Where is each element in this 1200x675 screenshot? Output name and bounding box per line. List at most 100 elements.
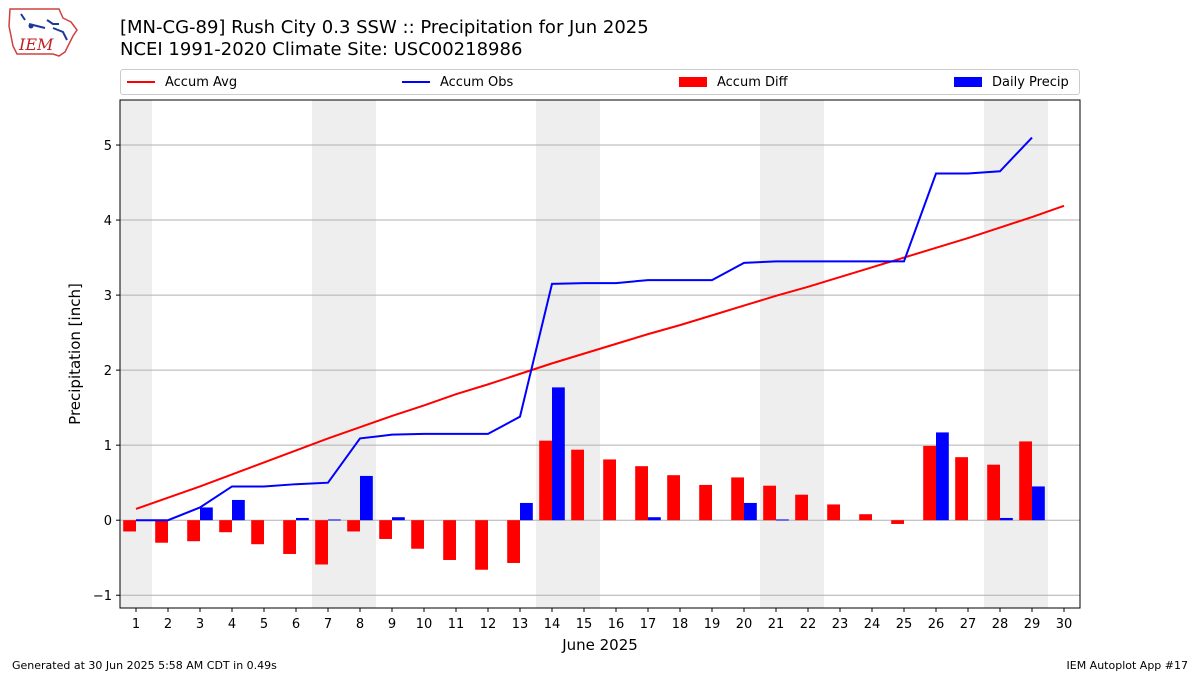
legend-item-accum-obs: Accum Obs [402, 73, 513, 91]
daily-precip-bar [744, 502, 757, 521]
y-tick-label: 0 [104, 514, 112, 529]
daily-precip-bar [1000, 517, 1013, 521]
accum-diff-bar [699, 484, 712, 521]
legend-label-accum-diff: Accum Diff [717, 74, 788, 90]
accum-diff-bar [763, 485, 776, 521]
accum-diff-bar [603, 459, 616, 521]
x-tick-label: 24 [864, 617, 881, 632]
weekend-band [760, 100, 824, 608]
y-tick-label: 5 [104, 139, 112, 154]
daily-precip-bar [520, 502, 533, 521]
weekend-band [536, 100, 600, 608]
x-tick-label: 26 [928, 617, 945, 632]
daily-precip-bar [936, 432, 949, 521]
x-tick-label: 1 [132, 617, 140, 632]
accum-diff-bar [987, 464, 1000, 521]
daily-precip-bar [648, 517, 661, 521]
y-axis-label: Precipitation [inch] [66, 283, 84, 425]
x-tick-label: 30 [1056, 617, 1073, 632]
x-axis-label: June 2025 [561, 636, 638, 654]
accum-diff-bar [1019, 441, 1032, 521]
chart-title: [MN-CG-89] Rush City 0.3 SSW :: Precipit… [120, 17, 649, 38]
legend-swatch-accum-avg [127, 81, 155, 83]
legend-label-accum-obs: Accum Obs [440, 74, 514, 90]
accum-diff-bar [827, 504, 840, 521]
x-tick-label: 10 [416, 617, 433, 632]
x-tick-label: 6 [292, 617, 300, 632]
y-tick-label: −1 [93, 589, 112, 604]
daily-precip-bar [296, 517, 309, 521]
daily-precip-bar [360, 475, 373, 521]
weekend-shading [120, 100, 1048, 608]
x-tick-label: 2 [164, 617, 172, 632]
daily-precip-bar [776, 519, 789, 521]
accum-diff-bar [123, 520, 136, 532]
y-tick-label: 1 [104, 439, 112, 454]
iem-logo: IEM [8, 8, 78, 57]
lines [135, 136, 1065, 522]
legend-label-accum-avg: Accum Avg [165, 74, 238, 90]
weekend-band [984, 100, 1048, 608]
x-tick-label: 5 [260, 617, 268, 632]
x-tick-label: 27 [960, 617, 977, 632]
accum-diff-bar [507, 520, 520, 563]
y-tick-label: 4 [104, 214, 112, 229]
accum-diff-bar [379, 520, 392, 539]
accum-diff-bar [155, 520, 168, 543]
bars [123, 387, 1045, 570]
accum-diff-bar [539, 440, 552, 521]
legend-swatch-accum-diff [679, 77, 707, 87]
app-id-label: IEM Autoplot App #17 [1066, 659, 1189, 672]
chart-subtitle: NCEI 1991-2020 Climate Site: USC00218986 [120, 39, 523, 60]
x-tick-label: 13 [512, 617, 529, 632]
legend-item-daily-precip: Daily Precip [954, 73, 1069, 91]
accum-obs-line [136, 136, 1033, 522]
x-tick-label: 14 [544, 617, 561, 632]
daily-precip-bar [1032, 486, 1045, 521]
weekend-band [120, 100, 152, 608]
x-tick-label: 23 [832, 617, 849, 632]
plot-frame [119, 99, 1081, 609]
accum-diff-bar [571, 449, 584, 521]
x-tick-label: 12 [480, 617, 497, 632]
x-tick-label: 17 [640, 617, 657, 632]
gridlines [120, 144, 1080, 596]
x-tick-label: 21 [768, 617, 785, 632]
accum-diff-bar [251, 520, 264, 545]
accum-diff-bar [443, 520, 456, 560]
legend-item-accum-diff: Accum Diff [679, 73, 788, 91]
x-tick-label: 8 [356, 617, 364, 632]
legend-swatch-accum-obs [402, 81, 430, 83]
daily-precip-bar [200, 507, 213, 521]
x-tick-label: 16 [608, 617, 625, 632]
accum-diff-bar [955, 457, 968, 521]
y-tick-label: 2 [104, 364, 112, 379]
chart-legend: Accum Avg Accum Obs Accum Diff Daily Pre… [120, 69, 1080, 95]
x-tick-label: 22 [800, 617, 817, 632]
x-tick-label: 11 [448, 617, 465, 632]
x-tick-label: 7 [324, 617, 332, 632]
accum-diff-bar [667, 475, 680, 521]
y-axis-ticks: −1 0 1 2 3 4 5 [93, 139, 120, 604]
accum-diff-bar [635, 466, 648, 521]
x-tick-label: 19 [704, 617, 721, 632]
daily-precip-bar [552, 387, 565, 521]
accum-diff-bar [731, 477, 744, 521]
x-tick-label: 15 [576, 617, 593, 632]
accum-diff-bar [795, 494, 808, 521]
accum-avg-line [135, 204, 1065, 510]
accum-diff-bar [283, 520, 296, 554]
y-tick-label: 3 [104, 289, 112, 304]
accum-diff-bar [859, 514, 872, 521]
x-axis-ticks: 1 2 3 4 5 6 7 8 9 10 11 12 13 14 15 16 17 18 19 20 21 22 23 24 2… [132, 608, 1072, 632]
accum-diff-bar [411, 520, 424, 549]
accum-diff-bar [315, 520, 328, 565]
x-tick-label: 3 [196, 617, 204, 632]
accum-diff-bar [187, 520, 200, 542]
accum-diff-bar [219, 520, 232, 533]
legend-label-daily-precip: Daily Precip [992, 74, 1069, 90]
x-tick-label: 20 [736, 617, 753, 632]
accum-diff-bar [475, 520, 488, 570]
legend-item-accum-avg: Accum Avg [127, 73, 237, 91]
